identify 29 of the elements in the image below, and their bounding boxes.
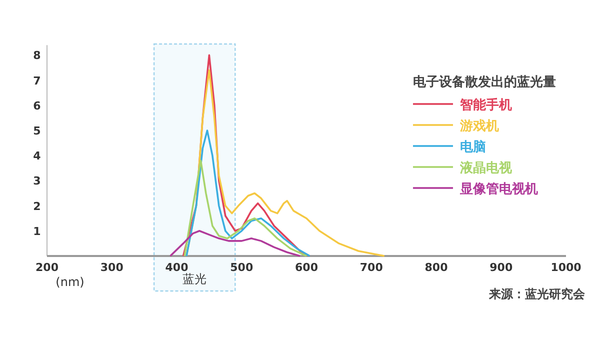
y-tick-label: 1 [33,224,41,238]
x-tick-label: 800 [424,261,448,274]
legend-label: 智能手机 [459,97,512,113]
x-tick-label: 300 [100,261,124,274]
y-tick-label: 4 [33,150,42,163]
line-series [169,230,301,257]
legend-label: 电脑 [460,139,486,155]
y-tick-label: 3 [33,174,41,188]
legend-title: 电子设备散发出的蓝光量 [413,74,556,90]
x-tick-label: 900 [490,261,513,274]
line-series [186,130,311,257]
legend-label: 游戏机 [459,119,499,134]
x-tick-label: 1000 [550,261,582,274]
x-tick-label: 700 [360,261,384,274]
y-tick-label: 8 [33,49,41,62]
x-axis-title: (nm) [56,275,84,289]
line-series [184,160,308,257]
x-tick-label: 400 [165,261,189,274]
x-tick-label: 200 [36,261,59,274]
x-tick-label: 600 [295,261,318,274]
y-tick-label: 6 [33,99,42,112]
y-tick-label: 2 [33,200,41,213]
x-tick-label: 500 [230,261,254,274]
legend-label: 液晶电视 [459,160,513,176]
source-note: 来源：蓝光研究会 [488,287,586,301]
legend-label: 显像管电视机 [459,181,538,197]
y-tick-label: 7 [33,74,41,88]
band-label: 蓝光 [182,272,207,286]
y-tick-label: 5 [33,124,41,138]
